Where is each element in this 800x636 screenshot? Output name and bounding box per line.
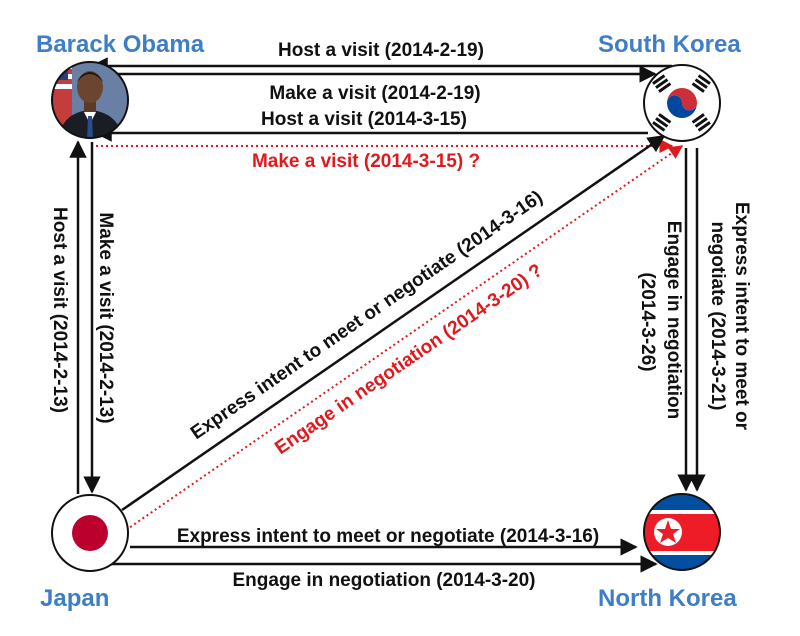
- edge-label-obama-visit-sk: Make a visit (2014-2-19): [269, 83, 480, 104]
- edge-label-sk-host-obama: Host a visit (2014-2-19): [278, 40, 484, 61]
- edge-label-sk-intent-nk-2: negotiate (2014-3-21): [707, 221, 728, 410]
- node-label-japan: Japan: [40, 585, 109, 612]
- node-label-north-korea: North Korea: [598, 585, 737, 612]
- edge-label-obama-host-japan: Host a visit (2014-2-13): [49, 207, 70, 413]
- node-japan: [51, 494, 129, 572]
- edge-label-sk-negotiate-nk-2: (2014-3-26): [637, 272, 658, 371]
- edge-japan-intent-sk: [121, 134, 666, 512]
- japan-flag-icon: [72, 515, 108, 551]
- edge-label-sk-negotiate-nk-1: Engage in negotiation: [663, 221, 684, 419]
- edge-label-japan-intent-nk: Express intent to meet or negotiate (201…: [177, 526, 599, 547]
- edge-label-japan-intent-sk: Express intent to meet or negotiate (201…: [187, 187, 547, 444]
- edges: [69, 57, 706, 573]
- edge-label-japan-visit-obama: Make a visit (2014-2-13): [95, 212, 116, 423]
- node-south-korea: [643, 64, 721, 142]
- node-obama: [51, 61, 129, 139]
- edge-japan-negotiate-sk: [125, 145, 684, 531]
- north-korea-flag-icon: [644, 494, 720, 570]
- node-north-korea: [643, 493, 721, 571]
- portrait-photo-icon: [52, 62, 128, 138]
- node-label-obama: Barack Obama: [36, 31, 205, 58]
- node-label-south-korea: South Korea: [598, 31, 741, 58]
- edge-label-japan-negotiate-nk: Engage in negotiation (2014-3-20): [233, 570, 536, 591]
- edge-label-sk-intent-nk-1: Express intent to meet or: [731, 202, 752, 431]
- edge-label-obama-visit-sk-2: Make a visit (2014-3-15) ?: [252, 151, 480, 172]
- edge-label-sk-host-obama-2: Host a visit (2014-3-15): [261, 109, 467, 130]
- south-korea-flag-icon: [652, 74, 711, 132]
